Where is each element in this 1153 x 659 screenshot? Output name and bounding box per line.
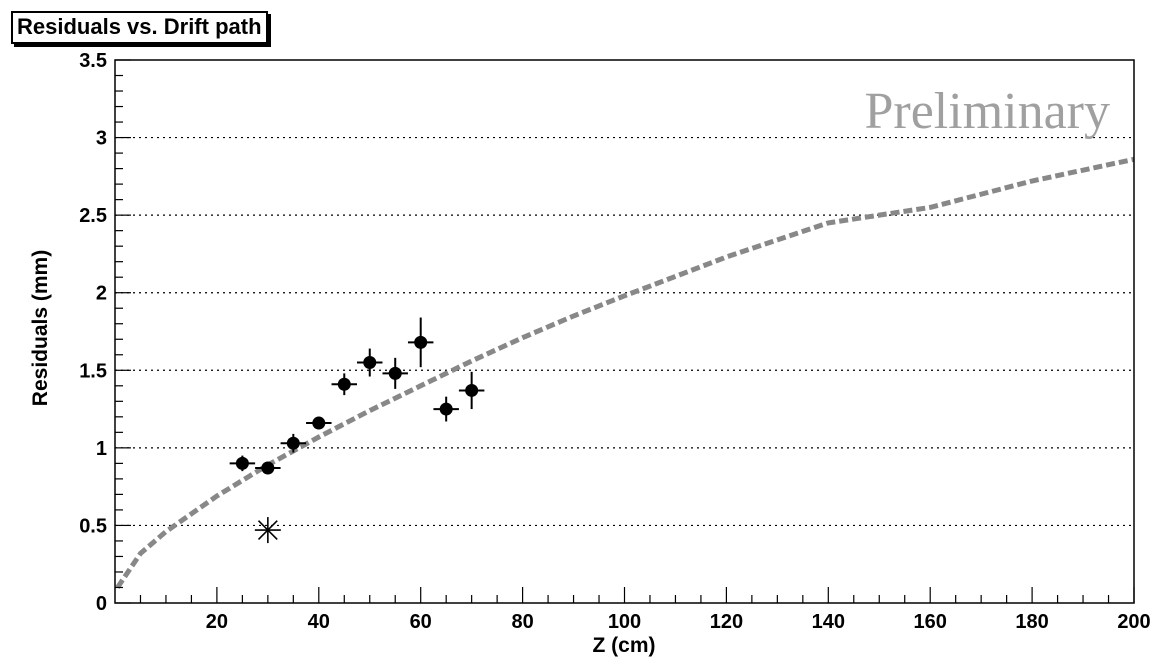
y-tick-label: 0 (96, 593, 107, 615)
y-tick-label: 3.5 (79, 50, 107, 72)
data-marker (261, 461, 275, 475)
x-tick-label: 40 (308, 611, 330, 633)
data-point (280, 433, 307, 453)
data-marker (286, 436, 300, 450)
data-point (458, 371, 485, 410)
fit-curve-layer (115, 156, 1135, 589)
data-point (331, 373, 358, 396)
y-tick-label: 2.5 (79, 205, 107, 227)
grid-lines (115, 136, 1134, 527)
x-tick-label: 20 (206, 611, 228, 633)
axis-ticks (115, 59, 1135, 604)
data-point (407, 317, 434, 368)
data-marker (439, 402, 453, 416)
data-points-layer (229, 317, 485, 544)
x-tick-label: 60 (410, 611, 432, 633)
x-tick-label: 80 (511, 611, 533, 633)
preliminary-annotation: Preliminary (864, 83, 1110, 140)
data-point (229, 455, 256, 472)
tick-labels: 0 0.5 1 1.5 2 2.5 3 3.5 20 40 60 80 100 120 140 160 180 2… (79, 50, 1151, 633)
y-tick-label: 1.5 (79, 360, 107, 382)
x-tick-label: 200 (1117, 611, 1150, 633)
y-tick-label: 1 (96, 438, 107, 460)
data-marker (388, 366, 402, 380)
data-marker (312, 416, 326, 430)
chart-title: Residuals vs. Drift path (11, 11, 268, 44)
data-marker (235, 456, 249, 470)
y-tick-label: 2 (96, 283, 107, 305)
data-marker (414, 335, 428, 349)
data-point (382, 357, 408, 389)
x-tick-label: 140 (812, 611, 845, 633)
data-point (433, 396, 459, 422)
x-tick-label: 120 (710, 611, 743, 633)
data-point (357, 348, 383, 377)
asterisk-stroke (257, 520, 278, 541)
x-tick-label: 160 (914, 611, 947, 633)
data-marker (363, 356, 377, 370)
data-marker (337, 377, 351, 391)
y-axis-title: Residuals (mm) (29, 250, 52, 406)
x-tick-label: 100 (608, 611, 641, 633)
data-point (306, 416, 332, 430)
x-tick-label: 180 (1015, 611, 1048, 633)
y-tick-label: 0.5 (79, 515, 107, 537)
asterisk-point (254, 517, 281, 544)
y-tick-label: 3 (96, 128, 107, 150)
x-axis-title: Z (cm) (593, 634, 656, 657)
data-point (255, 461, 281, 475)
fit-curve (115, 156, 1135, 589)
data-marker (465, 383, 479, 397)
